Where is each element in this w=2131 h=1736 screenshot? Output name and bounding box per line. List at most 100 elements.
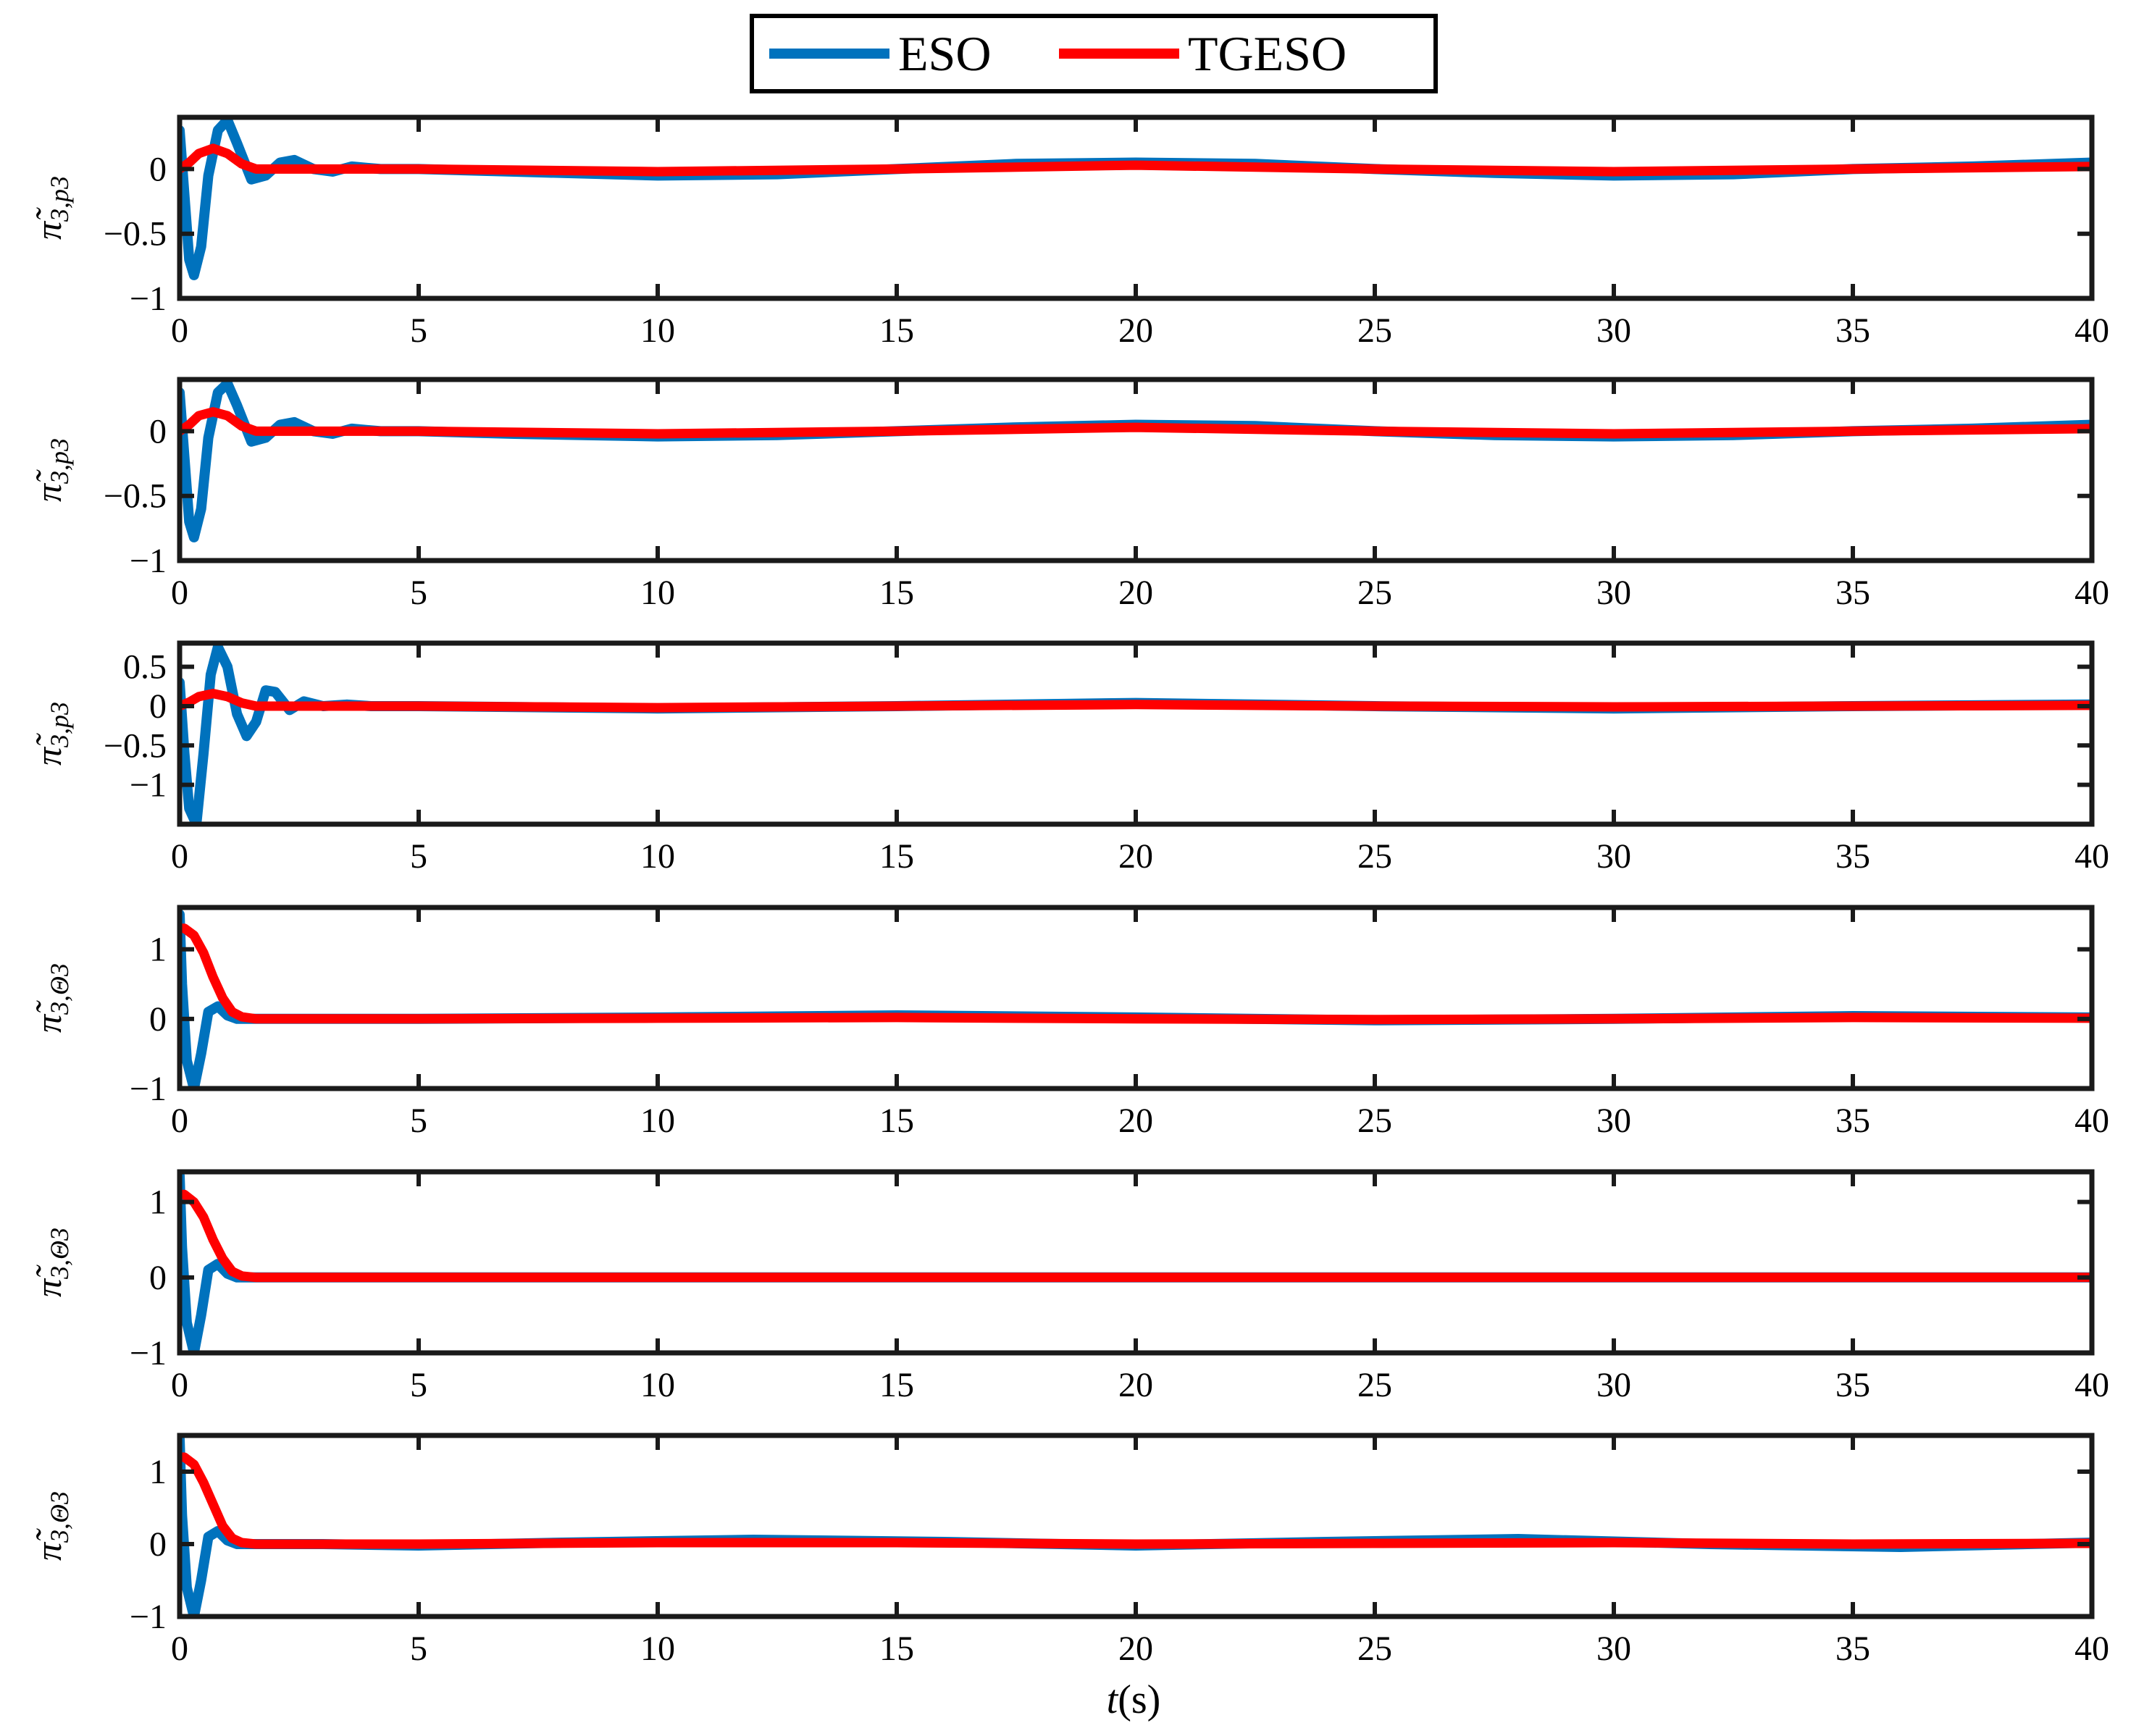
x-tick-label: 20 bbox=[1118, 311, 1153, 350]
x-tick-label: 25 bbox=[1357, 837, 1392, 876]
series-tgeso-panel-2 bbox=[180, 407, 2092, 439]
y-axis-label-subscript: 3,p3 bbox=[45, 176, 74, 222]
x-tick-label: 30 bbox=[1596, 1630, 1631, 1668]
x-tick-label: 10 bbox=[640, 1102, 675, 1140]
y-axis-label-panel-5: π̃3,Θ3 bbox=[28, 1228, 74, 1297]
x-tick-label: 35 bbox=[1835, 837, 1870, 876]
x-tick-label: 15 bbox=[879, 1630, 914, 1668]
x-tick-label: 5 bbox=[410, 837, 427, 876]
x-tick-label: 15 bbox=[879, 837, 914, 876]
y-axis-label-subscript: 3,Θ3 bbox=[45, 1228, 74, 1280]
x-tick-label: 0 bbox=[171, 1102, 188, 1140]
x-tick-label: 40 bbox=[2075, 1630, 2109, 1668]
panel-3: 0 5 10 15 20 25 30 35 400.50−0.5−1π̃3,p3 bbox=[28, 640, 2109, 876]
series-eso-panel-6 bbox=[180, 1435, 2092, 1617]
x-tick-label: 20 bbox=[1118, 574, 1153, 612]
y-tick-label: −0.5 bbox=[104, 215, 167, 253]
panel-2: 0 5 10 15 20 25 30 35 40 0 −0.5 −1 π̃3,p3 bbox=[28, 377, 2109, 612]
y-axis-label-subscript: 3,p3 bbox=[45, 438, 74, 485]
y-axis-label-panel-1: π̃3,p3 bbox=[28, 176, 74, 240]
x-tick-label: 0 bbox=[171, 837, 188, 876]
y-tick-label: 0 bbox=[149, 1000, 167, 1039]
x-tick-label: 30 bbox=[1596, 1102, 1631, 1140]
axes-frame-panel-1 bbox=[177, 114, 2095, 301]
x-tick-label: 10 bbox=[640, 837, 675, 876]
x-tick-label: 10 bbox=[640, 311, 675, 350]
y-tick-label: 1 bbox=[149, 1453, 167, 1491]
x-tick-label: 35 bbox=[1835, 1102, 1870, 1140]
x-tick-label: 0 bbox=[171, 311, 188, 350]
x-tick-label: 35 bbox=[1835, 1630, 1870, 1668]
x-tick-label: 25 bbox=[1357, 574, 1392, 612]
x-tick-label: 40 bbox=[2075, 1366, 2109, 1404]
y-tick-label: −1 bbox=[130, 766, 167, 805]
x-tick-label: 15 bbox=[879, 1102, 914, 1140]
y-axis-label-subscript: 3,Θ3 bbox=[45, 963, 74, 1015]
series-tgeso-panel-6 bbox=[180, 1452, 2092, 1549]
x-tick-label: 10 bbox=[640, 574, 675, 612]
x-axis-label-unit: (s) bbox=[1118, 1677, 1160, 1722]
x-tick-label: 5 bbox=[410, 1102, 427, 1140]
y-tick-label: −1 bbox=[130, 280, 167, 318]
y-tick-label: −1 bbox=[130, 1598, 167, 1636]
x-tick-label: 10 bbox=[640, 1630, 675, 1668]
legend: ESO TGESO bbox=[750, 14, 1438, 93]
series-tgeso-panel-5 bbox=[180, 1189, 2092, 1283]
x-tick-label: 25 bbox=[1357, 1366, 1392, 1404]
y-axis-label-subscript: 3,Θ3 bbox=[45, 1491, 74, 1543]
y-tick-label: 0 bbox=[149, 1525, 167, 1564]
y-axis-label-panel-4: π̃3,Θ3 bbox=[28, 963, 74, 1033]
x-tick-label: 40 bbox=[2075, 311, 2109, 350]
x-tick-label: 15 bbox=[879, 574, 914, 612]
y-tick-label: 1 bbox=[149, 931, 167, 969]
legend-label-tgeso: TGESO bbox=[1188, 26, 1347, 81]
y-tick-label: −0.5 bbox=[104, 726, 167, 765]
x-tick-label: 20 bbox=[1118, 1366, 1153, 1404]
x-tick-label: 20 bbox=[1118, 837, 1153, 876]
axes-frame-panel-6 bbox=[177, 1433, 2095, 1619]
series-eso-panel-5 bbox=[180, 1172, 2092, 1353]
legend-label-eso: ESO bbox=[898, 26, 991, 81]
series-tgeso-panel-3 bbox=[180, 689, 2092, 713]
series-tgeso-panel-1 bbox=[180, 143, 2092, 177]
x-tick-label: 40 bbox=[2075, 837, 2109, 876]
x-tick-label: 40 bbox=[2075, 1102, 2109, 1140]
x-tick-label: 20 bbox=[1118, 1630, 1153, 1668]
y-tick-label: −0.5 bbox=[104, 477, 167, 516]
y-tick-label: 0 bbox=[149, 412, 167, 450]
y-axis-label-panel-2: π̃3,p3 bbox=[28, 438, 74, 502]
axes-frame-panel-3 bbox=[177, 640, 2095, 827]
x-tick-label: 25 bbox=[1357, 1630, 1392, 1668]
x-tick-label: 5 bbox=[410, 1630, 427, 1668]
x-tick-label: 30 bbox=[1596, 837, 1631, 876]
y-axis-label-subscript: 3,p3 bbox=[45, 702, 74, 748]
y-tick-label: 0.5 bbox=[123, 648, 167, 687]
panel-1: 0 5 10 15 20 25 30 35 40 0 −0.5 −1 π̃3,p3 bbox=[28, 114, 2109, 350]
x-tick-label: 15 bbox=[879, 1366, 914, 1404]
x-tick-label: 15 bbox=[879, 311, 914, 350]
x-tick-label: 25 bbox=[1357, 1102, 1392, 1140]
x-axis-label: t(s) bbox=[1107, 1677, 1161, 1722]
x-tick-label: 5 bbox=[410, 1366, 427, 1404]
y-tick-label: 1 bbox=[149, 1183, 167, 1222]
axes-frame-panel-5 bbox=[177, 1169, 2095, 1356]
x-tick-label: 20 bbox=[1118, 1102, 1153, 1140]
y-tick-label: 0 bbox=[149, 687, 167, 726]
x-tick-label: 35 bbox=[1835, 311, 1870, 350]
y-axis-label-panel-3: π̃3,p3 bbox=[28, 702, 74, 766]
axes-frame-panel-2 bbox=[177, 377, 2095, 563]
y-tick-label: 0 bbox=[149, 1259, 167, 1297]
x-tick-label: 10 bbox=[640, 1366, 675, 1404]
x-tick-label: 0 bbox=[171, 574, 188, 612]
y-tick-label: 0 bbox=[149, 150, 167, 188]
x-tick-label: 40 bbox=[2075, 574, 2109, 612]
x-tick-label: 25 bbox=[1357, 311, 1392, 350]
x-tick-label: 0 bbox=[171, 1630, 188, 1668]
y-tick-label: −1 bbox=[130, 542, 167, 580]
series-tgeso-panel-4 bbox=[180, 923, 2092, 1025]
x-tick-label: 30 bbox=[1596, 1366, 1631, 1404]
x-tick-label: 5 bbox=[410, 311, 427, 350]
